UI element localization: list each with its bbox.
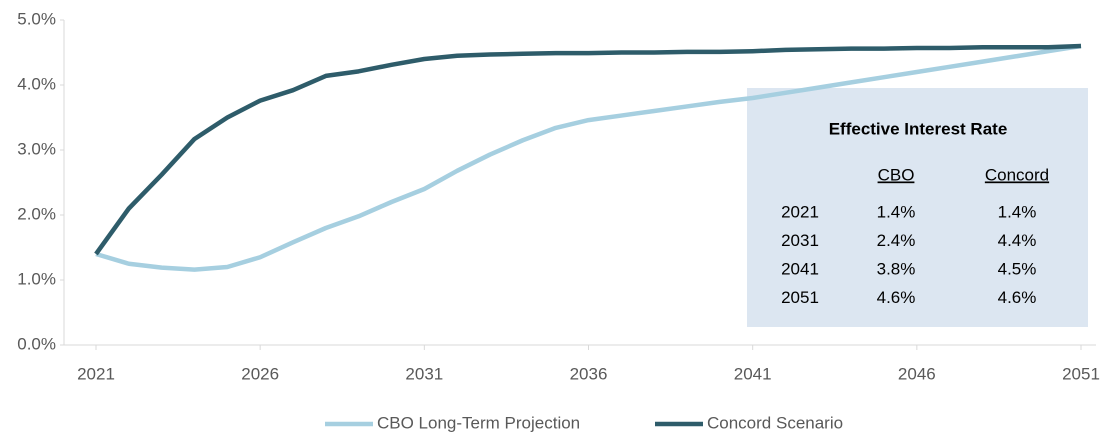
table-year: 2051 [781,288,819,307]
x-tick-label: 2036 [570,364,608,383]
x-tick-label: 2051 [1062,364,1100,383]
table-cell: 4.5% [998,259,1037,278]
table-header: CBO [878,165,915,184]
table-cell: 1.4% [877,202,916,221]
x-tick-label: 2031 [405,364,443,383]
y-tick-label: 4.0% [17,74,56,93]
y-tick-label: 3.0% [17,139,56,158]
series-line [94,43,1082,256]
y-tick-label: 0.0% [17,334,56,353]
series-line [95,43,1082,272]
table-cell: 4.6% [998,288,1037,307]
y-tick-label: 5.0% [17,9,56,28]
y-tick-label: 1.0% [17,269,56,288]
table-cell: 1.4% [998,202,1037,221]
legend-label: Concord Scenario [707,413,843,432]
table-cell: 4.6% [877,288,916,307]
table-year: 2031 [781,231,819,250]
inset-table-box [747,88,1088,327]
inset-table-title: Effective Interest Rate [829,119,1008,138]
legend-label: CBO Long-Term Projection [377,413,580,432]
table-year: 2041 [781,259,819,278]
x-tick-label: 2046 [898,364,936,383]
x-tick-label: 2041 [734,364,772,383]
table-year: 2021 [781,202,819,221]
table-cell: 2.4% [877,231,916,250]
x-tick-label: 2021 [77,364,115,383]
table-header: Concord [985,165,1049,184]
x-tick-label: 2026 [241,364,279,383]
y-tick-label: 2.0% [17,204,56,223]
table-cell: 3.8% [877,259,916,278]
table-cell: 4.4% [998,231,1037,250]
